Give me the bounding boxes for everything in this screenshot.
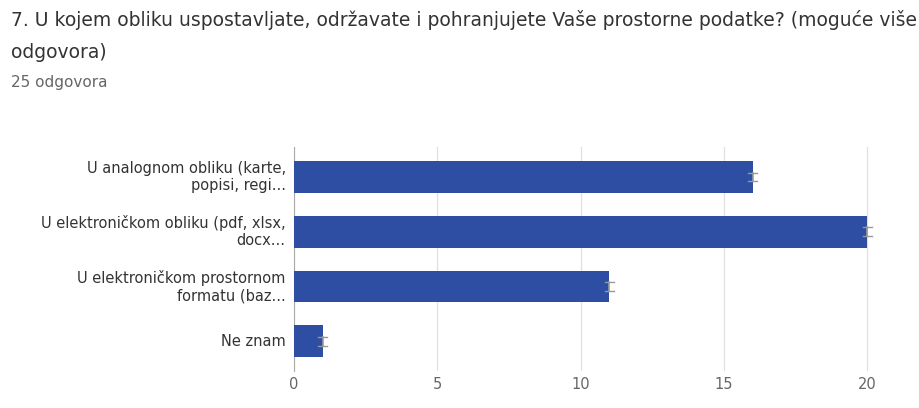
- Text: 25 odgovora: 25 odgovora: [11, 75, 108, 91]
- Bar: [294, 161, 753, 193]
- Text: odgovora): odgovora): [11, 43, 107, 62]
- Text: 7. U kojem obliku uspostavljate, održavate i pohranjujete Vaše prostorne podatke: 7. U kojem obliku uspostavljate, održava…: [11, 10, 917, 30]
- Bar: [294, 271, 609, 302]
- Bar: [294, 325, 323, 357]
- Bar: [294, 216, 868, 248]
